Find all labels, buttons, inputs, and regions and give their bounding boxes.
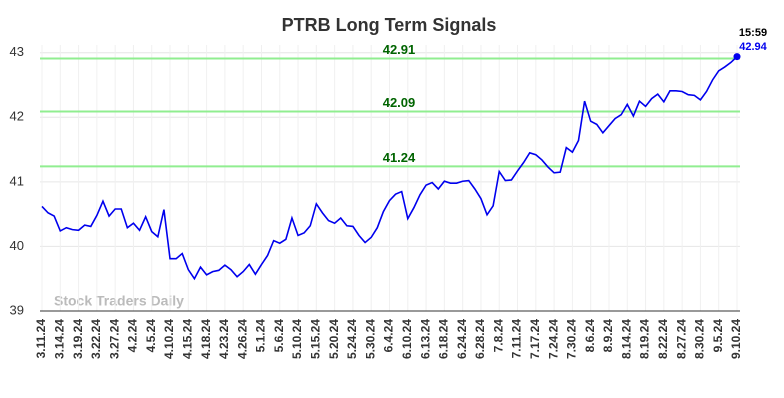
x-tick-label: 5.6.24 [272,319,286,353]
x-tick-label: 5.24.24 [345,319,359,359]
x-tick-label: 7.30.24 [565,319,579,359]
x-tick-label: 5.20.24 [327,319,341,359]
price-line [41,56,738,281]
x-tick-label: 8.6.24 [583,319,597,353]
x-tick-label: 7.24.24 [546,319,560,359]
x-tick-label: 8.19.24 [638,319,652,359]
x-tick-label: 4.5.24 [144,319,158,353]
x-tick-label: 7.8.24 [491,319,505,353]
x-tick-label: 5.30.24 [363,319,377,359]
watermark: Stock Traders Daily [54,293,184,309]
chart-title: PTRB Long Term Signals [282,15,497,35]
x-tick-label: 8.30.24 [693,319,707,359]
x-tick-label: 8.14.24 [619,319,633,359]
x-tick-label: 6.13.24 [418,319,432,359]
x-tick-label: 3.22.24 [89,319,103,359]
x-tick-label: 4.18.24 [199,319,213,359]
x-tick-label: 4.26.24 [235,319,249,359]
x-tick-label: 3.27.24 [107,319,121,359]
y-tick-label: 40 [10,238,24,253]
x-tick-label: 4.10.24 [162,319,176,359]
x-tick-label: 5.1.24 [254,319,268,353]
y-tick-label: 41 [10,173,24,188]
x-tick-label: 5.10.24 [290,319,304,359]
y-tick-label: 43 [10,44,24,59]
x-tick-label: 9.10.24 [729,319,743,359]
x-tick-label: 7.11.24 [510,319,524,359]
x-tick-label: 5.15.24 [309,319,323,359]
reference-label: 42.91 [383,42,416,57]
x-tick-label: 3.14.24 [52,319,66,359]
x-tick-label: 9.5.24 [711,319,725,353]
x-tick-label: 3.11.24 [34,319,48,359]
y-tick-label: 42 [10,109,24,124]
y-tick-label: 39 [10,302,24,317]
x-tick-label: 6.4.24 [382,319,396,353]
x-tick-label: 6.18.24 [437,319,451,359]
x-tick-label: 8.22.24 [656,319,670,359]
x-tick-label: 6.10.24 [400,319,414,359]
reference-label: 41.24 [383,150,416,165]
last-point [733,53,741,61]
x-tick-label: 7.17.24 [528,319,542,359]
reference-label: 42.09 [383,95,416,110]
x-tick-label: 4.23.24 [217,319,231,359]
last-value: 42.94 [739,41,767,53]
last-time: 15:59 [739,27,767,39]
x-tick-label: 6.24.24 [455,319,469,359]
x-tick-label: 6.28.24 [473,319,487,359]
x-tick-label: 4.2.24 [126,319,140,353]
x-tick-label: 8.27.24 [674,319,688,359]
x-tick-label: 8.9.24 [601,319,615,353]
x-tick-label: 4.15.24 [180,319,194,359]
x-tick-label: 3.19.24 [71,319,85,359]
